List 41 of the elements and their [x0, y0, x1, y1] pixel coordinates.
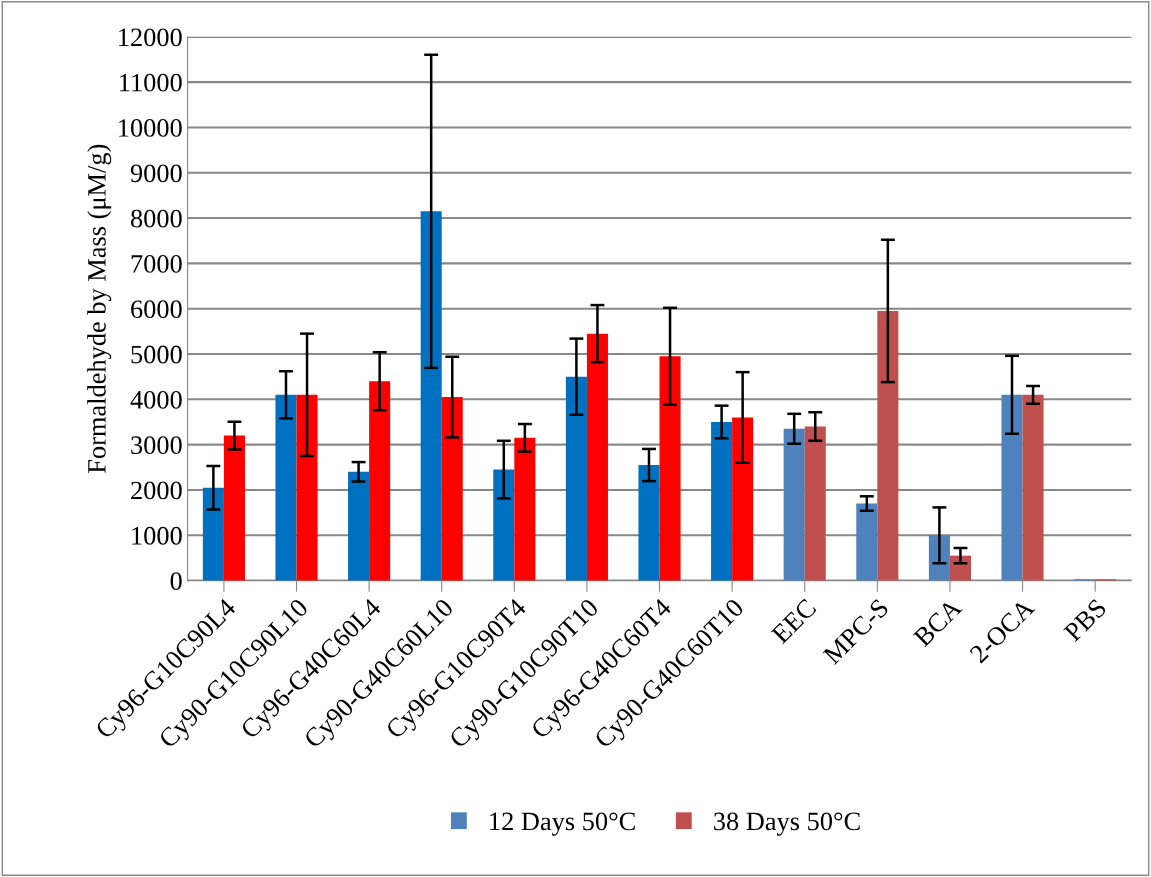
- y-tick-label: 4000: [130, 390, 182, 409]
- bar: [441, 397, 463, 581]
- x-tick-label: PBS: [1063, 598, 1108, 643]
- bar: [514, 437, 536, 581]
- legend-label: 12 Days 50°C: [490, 812, 635, 836]
- y-tick-label: 7000: [131, 255, 182, 273]
- y-tick-label: 1000: [132, 526, 182, 545]
- bar: [856, 503, 878, 581]
- bar: [420, 211, 442, 581]
- bar: [732, 417, 754, 581]
- bar: [638, 465, 660, 581]
- y-axis-title: Formaldehyde by Mass (μM/g): [87, 144, 112, 473]
- bar: [493, 469, 515, 581]
- y-tick-label: 3000: [131, 436, 182, 455]
- y-tick-label: 2000: [131, 481, 182, 500]
- bar: [223, 435, 245, 581]
- y-tick-label: 12000: [119, 28, 182, 47]
- y-tick-label: 5000: [131, 345, 182, 364]
- bar: [275, 394, 297, 581]
- bar: [659, 356, 681, 581]
- y-tick-label: 11000: [120, 73, 182, 92]
- bar: [1022, 394, 1044, 581]
- y-tick-label: 10000: [119, 119, 182, 137]
- bar: [928, 535, 950, 581]
- bar: [586, 333, 608, 581]
- bar: [804, 426, 826, 581]
- bar: [877, 310, 899, 581]
- bar: [296, 394, 318, 581]
- legend-label: 38 Days 50°C: [714, 812, 860, 836]
- bar: [565, 376, 587, 581]
- y-tick-label: 9000: [130, 164, 182, 183]
- bar: [1001, 394, 1023, 581]
- bar: [348, 471, 370, 581]
- bar: [783, 428, 805, 581]
- bar: [711, 421, 733, 581]
- y-tick-label: 0: [170, 572, 182, 590]
- bar: [202, 487, 224, 581]
- y-tick-label: 8000: [130, 209, 182, 228]
- bar: [369, 381, 391, 581]
- y-tick-label: 6000: [131, 300, 182, 319]
- x-tick-label: BCA: [912, 597, 963, 648]
